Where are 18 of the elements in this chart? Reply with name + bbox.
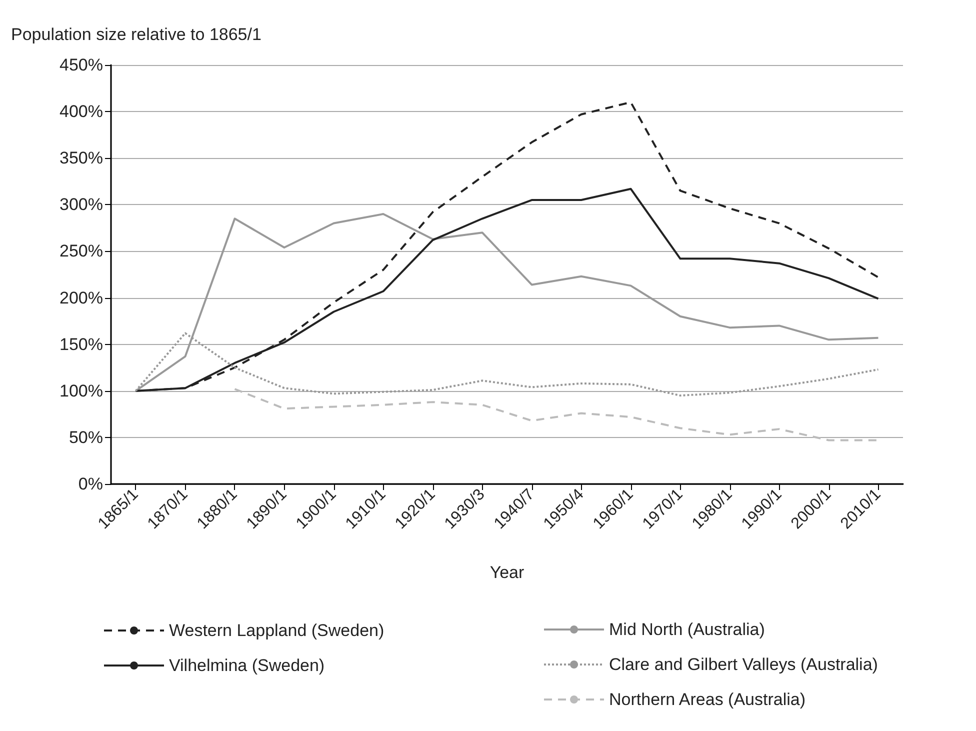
y-tick-label: 100% — [60, 381, 103, 400]
y-tick-label: 250% — [60, 242, 103, 261]
y-tick-label: 200% — [60, 288, 103, 308]
x-axis-title: Year — [490, 563, 525, 582]
legend-label: Clare and Gilbert Valleys (Australia) — [609, 655, 878, 674]
legend-label: Mid North (Australia) — [609, 620, 765, 639]
y-tick-label: 0% — [78, 474, 103, 494]
y-tick-label: 400% — [60, 102, 103, 122]
line-series — [234, 388, 880, 442]
legend-label: Northern Areas (Australia) — [609, 690, 806, 709]
legend-label: Vilhelmina (Sweden) — [169, 656, 325, 675]
y-tick-label: 300% — [60, 195, 103, 214]
y-axis-title: Population size relative to 1865/1 — [11, 25, 262, 44]
y-tick-label: 450% — [60, 56, 103, 74]
y-tick-label: 150% — [60, 334, 103, 354]
legend-label: Western Lappland (Sweden) — [169, 621, 384, 640]
y-tick-label: 50% — [68, 428, 103, 447]
y-tick-label: 350% — [60, 148, 103, 168]
